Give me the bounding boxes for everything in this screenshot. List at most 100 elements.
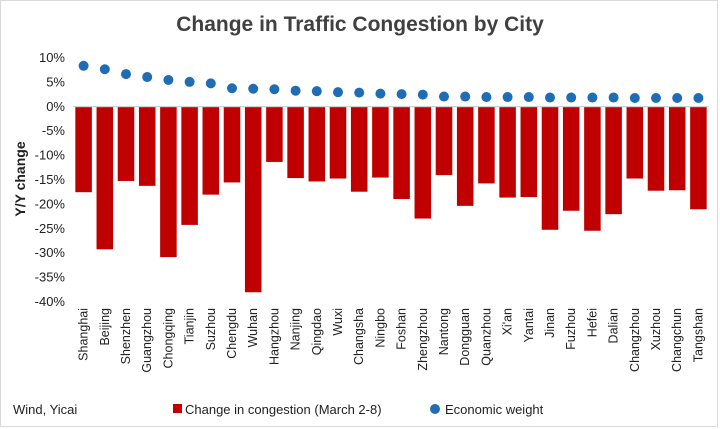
legend-swatch-bar	[173, 404, 182, 413]
y-tick-label: -35%	[35, 270, 66, 285]
y-axis-ticks: 10% 5% 0% -5% -10% -15% -20% -25% -30% -35% -40%	[35, 50, 66, 309]
x-tick-label: Fuzhou	[564, 308, 578, 350]
bar	[138, 106, 156, 186]
legend-label-dots: Economic weight	[445, 402, 544, 417]
bar	[605, 106, 622, 215]
bar	[393, 106, 410, 200]
dot-point	[417, 89, 428, 100]
dot-point	[629, 93, 640, 104]
x-tick-label: Suzhou	[204, 308, 218, 350]
x-tick-label: Hangzhou	[267, 308, 281, 365]
dot-point	[142, 72, 153, 83]
bar	[499, 106, 516, 198]
dot-point	[163, 74, 174, 85]
x-tick-label: Changzhou	[628, 308, 642, 372]
bar	[690, 106, 707, 210]
dot-point	[78, 60, 89, 71]
bar	[75, 106, 92, 193]
bar	[372, 106, 389, 178]
dot-point	[333, 87, 343, 98]
dot-point	[693, 93, 704, 104]
y-tick-label: 5%	[46, 74, 65, 89]
bar	[541, 106, 559, 230]
bar	[202, 106, 220, 195]
y-tick-label: -10%	[35, 148, 66, 163]
bar	[668, 106, 686, 191]
bar	[244, 106, 262, 293]
x-tick-label: Wuhan	[246, 308, 260, 347]
bar	[456, 106, 474, 206]
x-tick-label: Qingdao	[310, 308, 324, 355]
bar	[181, 106, 198, 225]
dot-point	[545, 92, 555, 103]
x-tick-label: Tangshan	[691, 308, 705, 362]
bar	[96, 106, 114, 250]
bar	[626, 106, 644, 179]
bar	[308, 106, 326, 182]
dot-point	[523, 92, 534, 103]
bar	[160, 106, 177, 258]
y-tick-label: -20%	[35, 196, 66, 211]
dot-series	[78, 60, 704, 104]
dot-point	[269, 84, 280, 95]
dot-point	[354, 87, 365, 98]
dot-point	[460, 91, 471, 102]
dot-point	[248, 83, 259, 94]
bar-series	[75, 106, 707, 293]
x-tick-label: Chengdu	[225, 308, 239, 359]
x-tick-label: Guangzhou	[140, 308, 154, 373]
y-tick-label: 0%	[46, 99, 65, 114]
x-tick-label: Shenzhen	[119, 308, 133, 364]
x-tick-label: Dongguan	[458, 308, 472, 366]
y-tick-label: -5%	[42, 123, 66, 138]
bar	[478, 106, 495, 184]
dot-point	[99, 64, 110, 75]
bar	[520, 106, 538, 198]
bar	[266, 106, 283, 162]
x-tick-label: Ningbo	[373, 308, 387, 348]
x-tick-label: Chongqing	[161, 308, 175, 369]
y-tick-label: -15%	[35, 172, 66, 187]
x-tick-label: Hefei	[585, 308, 599, 337]
x-tick-label: Xi'an	[501, 308, 515, 335]
dot-point	[396, 89, 407, 100]
bar	[350, 106, 368, 192]
chart-title: Change in Traffic Congestion by City	[176, 13, 544, 36]
bar	[435, 106, 453, 176]
dot-point	[311, 86, 322, 97]
legend-label-bars: Change in congestion (March 2-8)	[185, 402, 382, 417]
x-tick-label: Shanghai	[77, 308, 91, 361]
x-tick-label: Quanzhou	[479, 308, 493, 366]
x-tick-label: Tianjin	[183, 308, 197, 344]
dot-point	[651, 93, 661, 104]
bar	[584, 106, 601, 231]
bar	[223, 106, 241, 183]
x-tick-label: Changchun	[670, 308, 684, 372]
dot-point	[481, 92, 492, 103]
x-tick-label: Beijing	[98, 308, 112, 346]
bar	[329, 106, 347, 179]
bar	[117, 106, 135, 181]
x-tick-label: Nanjing	[289, 308, 303, 350]
bar	[647, 106, 665, 191]
x-tick-label: Xuzhou	[649, 308, 663, 350]
dot-point	[375, 88, 386, 99]
bar	[287, 106, 304, 179]
x-tick-label: Changsha	[352, 308, 366, 365]
x-tick-label: Jinan	[543, 308, 557, 338]
dot-point	[439, 91, 449, 102]
dot-point	[566, 92, 577, 103]
dot-point	[587, 92, 598, 103]
dot-point	[290, 85, 301, 96]
dot-point	[502, 92, 513, 103]
x-tick-label: Wuxi	[331, 308, 345, 336]
y-tick-label: 10%	[39, 50, 65, 65]
x-tick-label: Yantai	[522, 308, 536, 343]
bar	[414, 106, 432, 219]
x-tick-label: Zhengzhou	[416, 308, 430, 371]
dot-point	[227, 83, 237, 94]
source-note: Wind, Yicai	[13, 402, 77, 417]
dot-point	[184, 76, 195, 87]
